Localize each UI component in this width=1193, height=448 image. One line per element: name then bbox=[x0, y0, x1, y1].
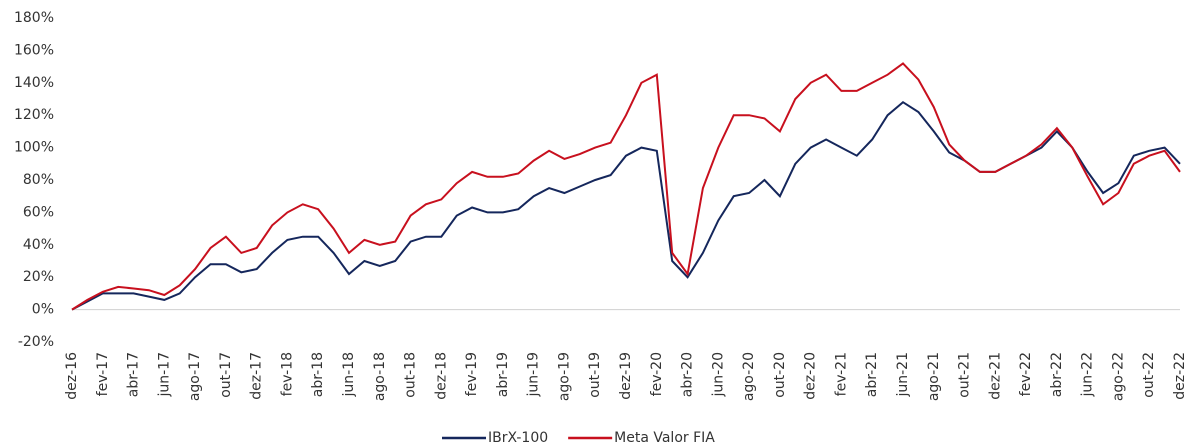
y-tick-label: 40% bbox=[23, 237, 54, 253]
x-tick-label: dez-21 bbox=[987, 352, 1003, 400]
x-tick-label: out-18 bbox=[403, 352, 419, 398]
x-tick-label: abr-22 bbox=[1049, 352, 1065, 397]
x-tick-label: abr-19 bbox=[495, 352, 511, 397]
y-tick-label: 180% bbox=[14, 10, 54, 26]
legend-label: Meta Valor FIA bbox=[614, 430, 715, 446]
x-tick-label: ago-22 bbox=[1110, 352, 1126, 401]
x-tick-label: ago-19 bbox=[556, 352, 572, 401]
x-tick-label: jun-19 bbox=[526, 352, 542, 398]
x-tick-label: jun-18 bbox=[341, 352, 357, 398]
x-tick-label: abr-20 bbox=[680, 352, 696, 397]
x-tick-label: out-22 bbox=[1141, 352, 1157, 398]
series-line bbox=[71, 100, 1181, 311]
x-tick-label: ago-18 bbox=[372, 352, 388, 401]
x-tick-label: fev-19 bbox=[464, 352, 480, 396]
x-tick-label: dez-20 bbox=[803, 352, 819, 400]
x-tick-label: jun-22 bbox=[1080, 352, 1096, 398]
x-tick-label: dez-22 bbox=[1172, 352, 1188, 400]
y-tick-label: 80% bbox=[23, 172, 54, 188]
x-tick-label: dez-19 bbox=[618, 352, 634, 400]
x-tick-label: fev-22 bbox=[1018, 352, 1034, 396]
legend-label: IBrX-100 bbox=[488, 430, 548, 446]
x-tick-label: abr-21 bbox=[864, 352, 880, 397]
y-tick-label: -20% bbox=[18, 334, 54, 350]
x-tick-label: out-17 bbox=[218, 352, 234, 398]
x-tick-label: dez-16 bbox=[64, 352, 80, 400]
series-line bbox=[71, 62, 1181, 311]
x-tick-label: fev-21 bbox=[833, 352, 849, 396]
x-tick-label: out-21 bbox=[957, 352, 973, 398]
x-tick-label: abr-17 bbox=[126, 352, 142, 397]
x-tick-label: ago-17 bbox=[187, 352, 203, 401]
y-tick-label: 0% bbox=[32, 302, 54, 318]
x-tick-label: out-20 bbox=[772, 352, 788, 398]
x-tick-label: abr-18 bbox=[310, 352, 326, 397]
y-tick-label: 60% bbox=[23, 204, 54, 220]
x-tick-label: jun-20 bbox=[710, 352, 726, 398]
x-tick-label: ago-20 bbox=[741, 352, 757, 401]
y-tick-label: 120% bbox=[14, 107, 54, 123]
x-tick-label: dez-17 bbox=[249, 352, 265, 400]
y-tick-label: 20% bbox=[23, 269, 54, 285]
x-tick-label: fev-18 bbox=[279, 352, 295, 396]
x-tick-label: fev-20 bbox=[649, 352, 665, 396]
x-tick-label: ago-21 bbox=[926, 352, 942, 401]
y-tick-label: 100% bbox=[14, 140, 54, 156]
x-tick-label: fev-17 bbox=[95, 352, 111, 396]
y-tick-label: 140% bbox=[14, 75, 54, 91]
x-tick-label: jun-17 bbox=[156, 352, 172, 398]
y-tick-label: 160% bbox=[14, 42, 54, 58]
x-tick-label: jun-21 bbox=[895, 352, 911, 398]
x-tick-label: out-19 bbox=[587, 352, 603, 398]
x-tick-label: dez-18 bbox=[433, 352, 449, 400]
